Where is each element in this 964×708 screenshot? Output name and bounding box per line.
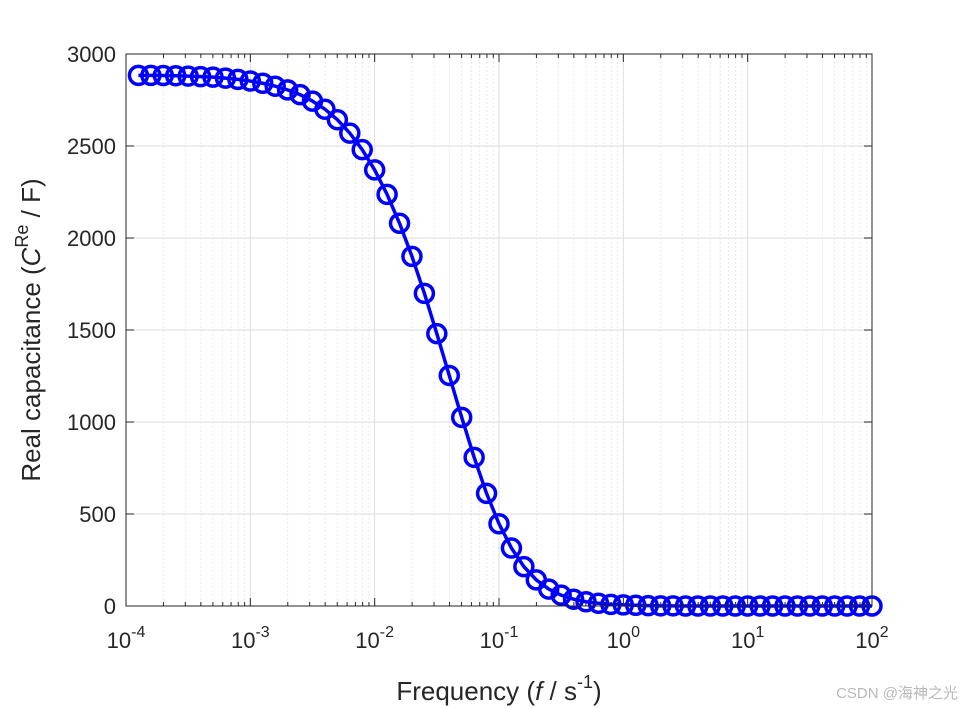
data-point-marker xyxy=(227,68,249,91)
x-axis-title: Frequency (f / s-1) xyxy=(396,672,601,706)
data-point-marker xyxy=(202,66,224,88)
x-tick-label: 100 xyxy=(607,624,640,653)
y-tick-label: 3000 xyxy=(67,42,116,67)
data-point-marker xyxy=(612,594,635,616)
data-point-marker xyxy=(351,138,373,161)
data-point-marker xyxy=(413,282,436,305)
y-tick-label: 500 xyxy=(79,502,116,527)
x-tick-label: 10-3 xyxy=(231,624,270,653)
data-point-marker xyxy=(600,593,622,616)
data-point-marker xyxy=(152,64,175,87)
data-point-marker xyxy=(189,65,212,88)
y-tick-label: 2000 xyxy=(67,226,116,251)
data-point-marker xyxy=(625,594,647,617)
data-point-marker xyxy=(562,588,585,610)
data-point-marker xyxy=(475,482,498,505)
data-point-marker xyxy=(326,108,349,131)
x-tick-label: 10-4 xyxy=(107,624,146,653)
data-point-marker xyxy=(587,592,610,614)
data-point-marker xyxy=(164,64,187,87)
data-point-marker xyxy=(401,245,423,268)
data-point-marker xyxy=(214,67,237,89)
data-point-marker xyxy=(450,406,473,429)
data-point-marker xyxy=(363,159,386,181)
data-point-marker xyxy=(488,513,510,535)
y-tick-labels: 0 500 1000 1500 2000 2500 3000 xyxy=(67,42,116,619)
data-point-marker xyxy=(264,75,286,97)
data-point-marker xyxy=(140,64,162,87)
data-point-marker xyxy=(463,446,485,469)
data-point-marker xyxy=(376,183,398,206)
data-point-marker xyxy=(276,79,299,101)
y-tick-label: 1500 xyxy=(67,318,116,343)
data-point-marker xyxy=(426,322,448,345)
data-point-marker xyxy=(575,591,597,613)
y-tick-label: 1000 xyxy=(67,410,116,435)
y-tick-label: 2500 xyxy=(67,134,116,159)
data-point-marker xyxy=(438,364,461,387)
x-tick-label: 102 xyxy=(855,624,888,653)
x-tick-label: 101 xyxy=(731,624,764,653)
watermark: CSDN @海神之光 xyxy=(836,685,958,702)
data-point-marker xyxy=(550,584,572,606)
data-point-marker xyxy=(239,70,262,92)
data-point-marker xyxy=(127,64,150,87)
data-point-marker xyxy=(339,122,361,144)
data-point-marker xyxy=(513,555,535,578)
x-tick-label: 10-2 xyxy=(355,624,394,653)
y-tick-label: 0 xyxy=(104,594,116,619)
data-point-marker xyxy=(177,65,199,87)
data-point-marker xyxy=(252,72,274,95)
tick-marks xyxy=(125,53,873,607)
data-point-marker xyxy=(388,212,411,235)
x-tick-label: 10-1 xyxy=(480,624,519,653)
y-axis-title: Real capacitance (CRe / F) xyxy=(12,178,46,481)
x-tick-labels: 10-4 10-3 10-2 10-1 100 101 102 xyxy=(107,624,889,653)
data-point-marker xyxy=(500,537,523,559)
data-point-marker xyxy=(537,578,560,600)
data-point-marker xyxy=(314,98,336,120)
